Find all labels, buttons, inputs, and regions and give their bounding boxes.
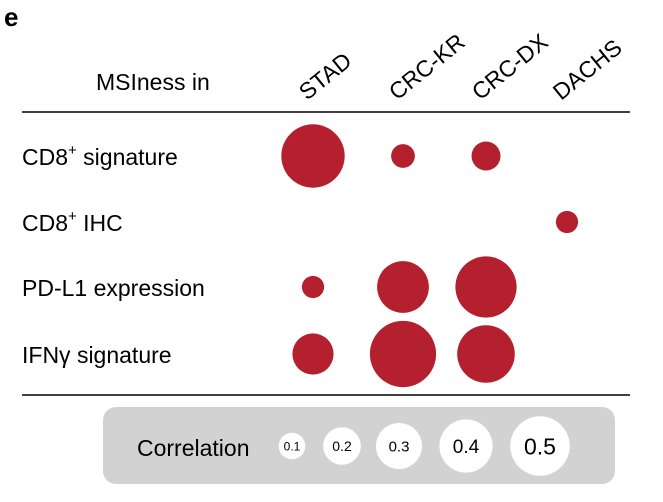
column-label-dachs: DACHS bbox=[548, 34, 627, 105]
bubble bbox=[391, 144, 415, 168]
correlation-legend: Correlation 0.1 0.2 0.3 0.4 0.5 bbox=[103, 407, 615, 484]
legend-bubble bbox=[376, 423, 422, 469]
bubble bbox=[301, 275, 325, 299]
legend-bubble bbox=[323, 427, 361, 465]
legend-label: 0.4 bbox=[453, 437, 480, 458]
bubble bbox=[377, 261, 429, 313]
row-label: CD8+ IHC bbox=[22, 208, 123, 236]
bubble-grid bbox=[281, 124, 579, 388]
legend-bubble bbox=[439, 419, 493, 473]
bubble bbox=[455, 256, 517, 318]
legend-entries: 0.1 0.2 0.3 0.4 0.5 bbox=[278, 416, 570, 476]
row-label: CD8+ signature bbox=[22, 142, 178, 170]
bubble bbox=[281, 124, 345, 188]
bubble bbox=[457, 325, 515, 383]
legend-label: 0.2 bbox=[332, 438, 352, 454]
bubble bbox=[471, 141, 501, 171]
column-label-crc-dx: CRC-DX bbox=[467, 28, 553, 105]
bubble bbox=[292, 333, 334, 375]
legend-label: 0.3 bbox=[389, 438, 410, 455]
row-label: PD-L1 expression bbox=[22, 275, 205, 301]
column-header: MSIness in bbox=[96, 69, 210, 95]
legend-label: 0.1 bbox=[284, 439, 301, 453]
legend-bubble bbox=[278, 432, 306, 460]
row-label: IFNγ signature bbox=[22, 342, 172, 368]
bubble bbox=[555, 210, 579, 234]
legend-bubble bbox=[510, 416, 570, 476]
bubble bbox=[369, 320, 437, 388]
legend-label: 0.5 bbox=[524, 433, 556, 459]
column-label-stad: STAD bbox=[294, 47, 357, 105]
panel-label: e bbox=[4, 2, 18, 32]
legend-title: Correlation bbox=[137, 435, 250, 461]
column-label-crc-kr: CRC-KR bbox=[384, 28, 470, 105]
row-labels: CD8+ signature CD8+ IHC PD-L1 expression IF… bbox=[22, 142, 205, 368]
